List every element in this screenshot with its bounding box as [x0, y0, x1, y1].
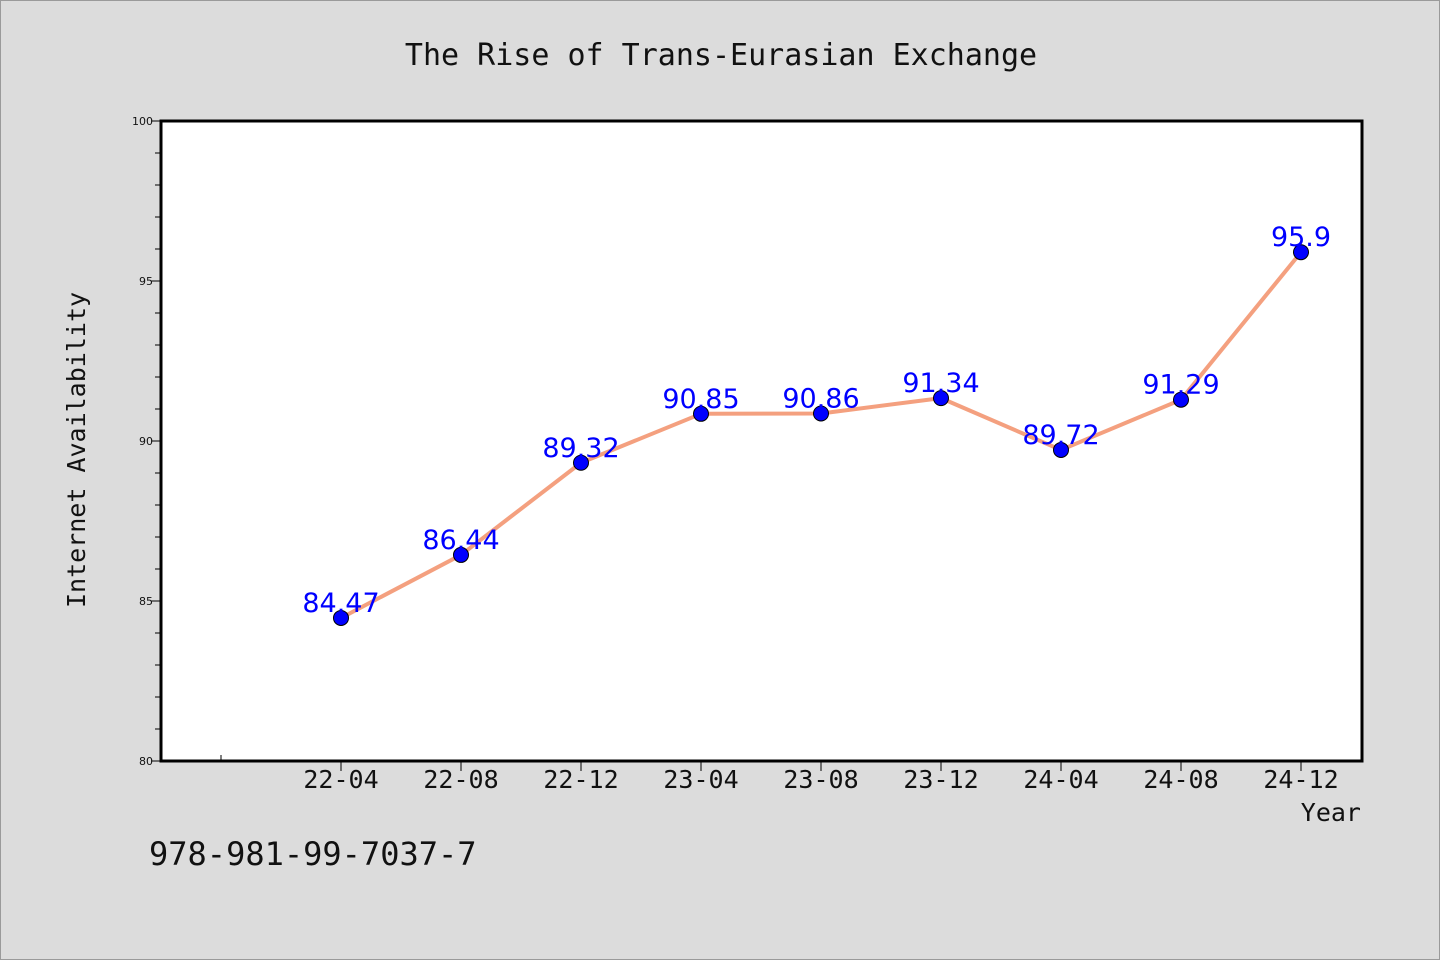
- x-tick-label: 22-08: [423, 765, 498, 794]
- data-label: 89.72: [1022, 420, 1099, 451]
- plot-background: [161, 121, 1362, 761]
- x-axis-label: Year: [1301, 798, 1361, 827]
- x-tick-label: 24-12: [1263, 765, 1338, 794]
- x-tick-label: 23-04: [663, 765, 738, 794]
- isbn-code: 978-981-99-7037-7: [149, 835, 477, 873]
- data-point: [573, 454, 589, 471]
- series-group: [333, 244, 1309, 626]
- data-label: 90.86: [782, 383, 859, 414]
- x-tick-label: 24-08: [1143, 765, 1218, 794]
- data-point: [1053, 441, 1069, 458]
- x-tick-label: 24-04: [1023, 765, 1098, 794]
- y-tick-label: 80: [139, 755, 153, 768]
- data-point: [1173, 391, 1189, 408]
- data-point: [933, 390, 949, 407]
- y-tick-label: 100: [132, 115, 153, 128]
- data-point: [453, 546, 469, 563]
- data-label: 84.47: [302, 588, 379, 619]
- data-point: [333, 609, 349, 626]
- data-label: 90.85: [662, 384, 739, 415]
- x-tick-label: 23-08: [783, 765, 858, 794]
- plot-area: [161, 121, 1362, 761]
- data-point: [813, 405, 829, 422]
- y-axis: 80 85 90 95 100: [132, 115, 161, 768]
- data-labels: 84.47 86.44 89.32 90.85 90.86 91.34 89.72 91.29…: [302, 222, 1331, 619]
- y-tick-label: 85: [139, 595, 153, 608]
- x-tick-label: 22-12: [543, 765, 618, 794]
- y-tick-label: 95: [139, 275, 153, 288]
- y-tick-label: 90: [139, 435, 153, 448]
- x-tick-label: 23-12: [903, 765, 978, 794]
- plot-frame: [159, 119, 1364, 763]
- x-tick-label: 22-04: [303, 765, 378, 794]
- data-label: 86.44: [422, 525, 499, 556]
- data-point: [693, 405, 709, 422]
- x-axis: 22-04 22-08 22-12 23-04 23-08 23-12 24-04 24-08…: [220, 755, 1339, 794]
- data-label: 91.29: [1142, 370, 1219, 401]
- data-label: 95.9: [1271, 222, 1331, 253]
- y-axis-label: Internet Availability: [62, 292, 91, 608]
- data-label: 91.34: [902, 368, 979, 399]
- chart-title: The Rise of Trans-Eurasian Exchange: [405, 38, 1037, 73]
- data-point: [1293, 244, 1309, 261]
- data-label: 89.32: [542, 433, 619, 464]
